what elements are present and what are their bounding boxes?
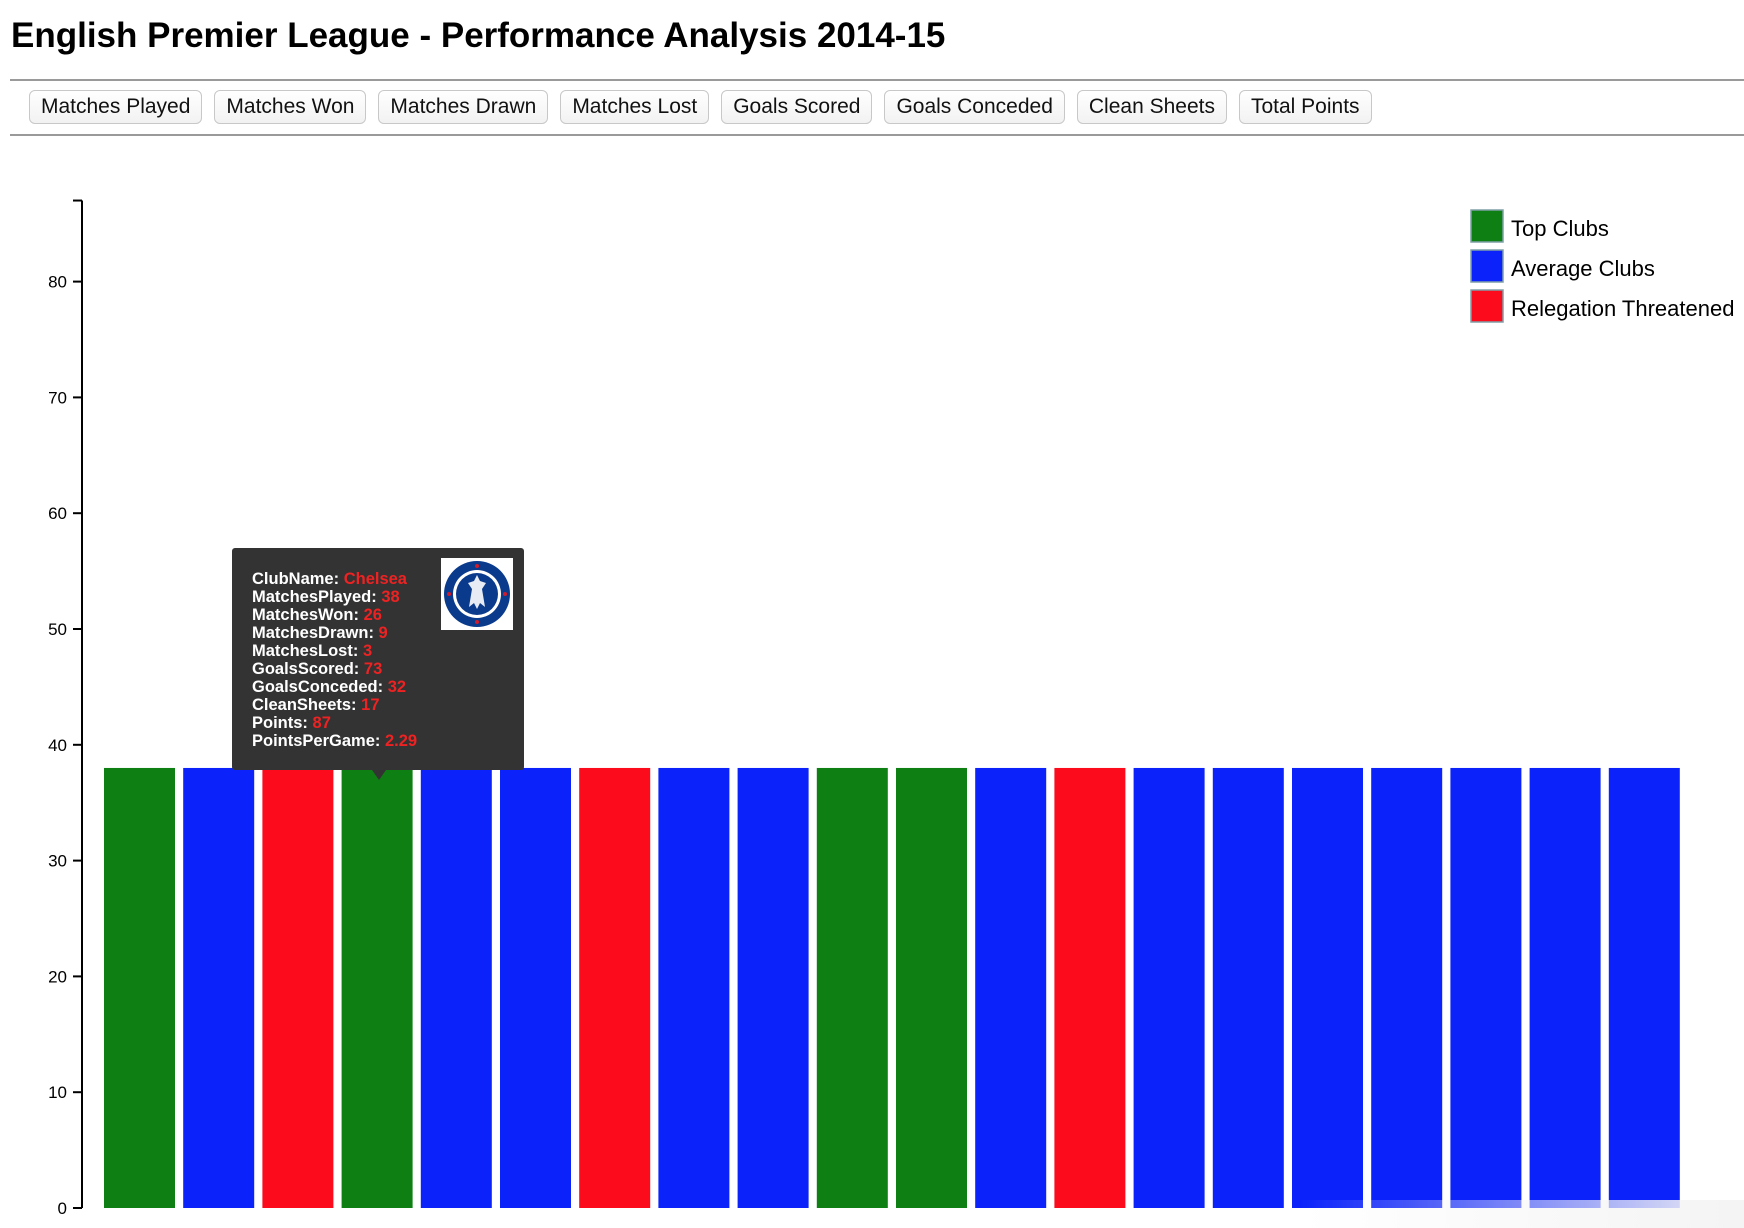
tooltip-key: MatchesDrawn <box>252 624 369 642</box>
bar-7[interactable] <box>579 767 651 1208</box>
chelsea-crest-graphic <box>444 561 510 627</box>
y-tick-label-40: 40 <box>48 736 67 755</box>
bar-15[interactable] <box>1212 767 1284 1208</box>
bar-5[interactable] <box>420 767 492 1208</box>
tooltip-value: 17 <box>361 696 380 714</box>
bar-2[interactable] <box>183 767 255 1208</box>
bar-18[interactable] <box>1450 767 1522 1208</box>
goals-scored-button[interactable]: Goals Scored <box>721 90 873 124</box>
legend-swatch-top <box>1470 209 1504 243</box>
tooltip-field-clubname: ClubName: Chelsea <box>252 570 407 588</box>
tooltip-key: ClubName <box>252 570 334 588</box>
legend-swatch-relegation <box>1470 289 1504 323</box>
total-points-button[interactable]: Total Points <box>1238 90 1372 124</box>
bar-11[interactable] <box>896 767 967 1208</box>
y-tick-label-20: 20 <box>48 967 67 986</box>
tooltip-key: PointsPerGame <box>252 732 375 750</box>
bar-14[interactable] <box>1133 767 1205 1208</box>
tooltip-field-matcheslost: MatchesLost: 3 <box>252 642 373 660</box>
tooltip-value: 38 <box>381 588 400 606</box>
bar-20[interactable] <box>1608 767 1680 1208</box>
y-tick-label-10: 10 <box>48 1083 67 1102</box>
y-tick-label-70: 70 <box>48 388 67 407</box>
y-tick-label-50: 50 <box>48 620 67 639</box>
tooltip-value: 32 <box>387 678 407 696</box>
legend: Top Clubs Average Clubs Relegation Threate… <box>1470 209 1734 323</box>
y-tick-label-60: 60 <box>48 504 67 523</box>
bar-10[interactable] <box>816 767 888 1208</box>
tooltip-value: 2.29 <box>384 732 418 750</box>
matches-won-button[interactable]: Matches Won <box>214 90 367 124</box>
tooltip-key: CleanSheets <box>252 696 352 714</box>
tooltip-value: 9 <box>378 624 388 642</box>
tooltip-key: MatchesLost <box>252 642 353 660</box>
legend-swatch-average <box>1470 249 1504 283</box>
y-tick-label-80: 80 <box>48 273 67 292</box>
page-title: English Premier League - Performance Ana… <box>11 16 946 55</box>
tooltip-key: MatchesPlayed <box>252 588 372 606</box>
tooltip-value: Chelsea <box>343 570 407 588</box>
tooltip-field-matchesdrawn: MatchesDrawn: 9 <box>252 624 388 642</box>
tooltip-field-goalsscored: GoalsScored: 73 <box>252 660 383 678</box>
matches-lost-button[interactable]: Matches Lost <box>560 90 710 124</box>
bar-9[interactable] <box>737 767 809 1208</box>
metric-toolbar: Matches Played Matches Won Matches Drawn… <box>29 90 1372 124</box>
tooltip-pointer <box>372 770 386 780</box>
matches-played-button[interactable]: Matches Played <box>29 90 203 124</box>
legend-label-average: Average Clubs <box>1511 256 1655 281</box>
y-axis: 0 10 20 30 40 50 60 70 80 <box>48 199 83 1218</box>
clean-sheets-button[interactable]: Clean Sheets <box>1076 90 1227 124</box>
bar-4[interactable] <box>341 767 413 1208</box>
y-tick-label-0: 0 <box>58 1199 67 1218</box>
bar-6[interactable] <box>500 767 571 1208</box>
bar-1[interactable] <box>104 767 175 1208</box>
tooltip-key: GoalsConceded <box>252 678 378 696</box>
bar-8[interactable] <box>658 767 730 1208</box>
tooltip-fields: ClubName: Chelsea MatchesPlayed: 38 Matche… <box>252 570 504 750</box>
goals-conceded-button[interactable]: Goals Conceded <box>884 90 1065 124</box>
bar-12[interactable] <box>975 767 1047 1208</box>
tooltip-field-goalsconceded: GoalsConceded: 32 <box>252 678 407 696</box>
bars-group <box>104 767 1680 1208</box>
bar-13[interactable] <box>1054 767 1126 1208</box>
bar-3[interactable] <box>262 767 334 1208</box>
legend-label-relegation: Relegation Threatened <box>1511 296 1734 321</box>
tooltip-value: 3 <box>362 642 373 660</box>
window-bottom-edge <box>1300 1200 1744 1228</box>
matches-drawn-button[interactable]: Matches Drawn <box>378 90 549 124</box>
chelsea-crest-icon <box>441 558 513 630</box>
y-tick-label-30: 30 <box>48 852 67 871</box>
tooltip-key: Points <box>252 714 303 732</box>
bar-17[interactable] <box>1371 767 1443 1208</box>
tooltip-field-points: Points: 87 <box>252 714 331 732</box>
club-tooltip: ClubName: Chelsea MatchesPlayed: 38 Matche… <box>232 548 524 770</box>
tooltip-value: 26 <box>363 606 382 624</box>
tooltip-field-matcheswon: MatchesWon: 26 <box>252 606 382 624</box>
legend-label-top: Top Clubs <box>1511 216 1609 241</box>
bar-19[interactable] <box>1529 767 1601 1208</box>
bar-16[interactable] <box>1292 767 1363 1208</box>
tooltip-value: 87 <box>312 714 331 732</box>
tooltip-key: GoalsScored <box>252 660 354 678</box>
tooltip-field-matchesplayed: MatchesPlayed: 38 <box>252 588 400 606</box>
toolbar-bottom-divider <box>10 134 1744 136</box>
toolbar-top-divider <box>10 79 1744 81</box>
tooltip-key: MatchesWon <box>252 606 354 624</box>
tooltip-field-pointspergame: PointsPerGame: 2.29 <box>252 732 418 750</box>
tooltip-value: 73 <box>363 660 383 678</box>
tooltip-field-cleansheets: CleanSheets: 17 <box>252 696 380 714</box>
